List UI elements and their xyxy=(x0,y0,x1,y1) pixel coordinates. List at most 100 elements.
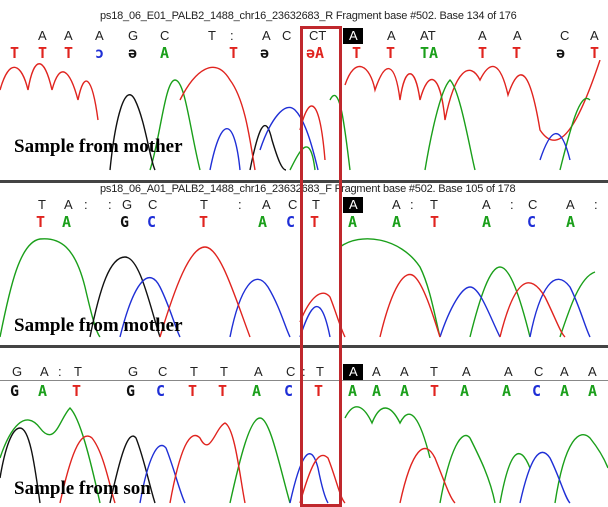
base-call: C xyxy=(532,382,542,400)
reference-sequence-row: T A : : G C T : A C T A A : T A : C A : xyxy=(0,197,608,213)
base-call: C xyxy=(284,382,294,400)
base-call: A xyxy=(348,213,358,231)
base-call: ə xyxy=(556,44,566,62)
base-call: T xyxy=(430,213,440,231)
trace-T-peak xyxy=(179,66,256,171)
reference-sequence-row: G A : T G C T T A C : T A A A T A A C A … xyxy=(0,364,608,380)
reference-sequence-row: A A A G C T : A C CT A A AT A A C A xyxy=(0,28,608,44)
seq-base: T xyxy=(200,197,208,212)
seq-base: T xyxy=(220,364,228,379)
panel-divider xyxy=(0,345,608,348)
seq-base: : xyxy=(230,28,234,43)
base-call-row: T T T ɔ ə A T ə əA T T TA T T ə T xyxy=(0,44,608,62)
chromatogram-trace xyxy=(0,60,601,171)
base-call: A xyxy=(62,213,72,231)
trace-A xyxy=(0,406,608,504)
base-call: T xyxy=(310,213,320,231)
base-call: A xyxy=(400,382,410,400)
seq-base: : xyxy=(510,197,514,212)
seq-base: T xyxy=(190,364,198,379)
seq-base: A xyxy=(478,28,487,43)
base-call: A xyxy=(258,213,268,231)
base-call: A xyxy=(160,44,170,62)
base-call: C xyxy=(286,213,296,231)
seq-base: : xyxy=(108,197,112,212)
seq-base: T xyxy=(430,197,438,212)
base-call: T xyxy=(10,44,20,62)
base-call: C xyxy=(527,213,537,231)
seq-base: C xyxy=(534,364,544,379)
seq-base: T xyxy=(74,364,82,379)
sample-label: Sample from mother xyxy=(14,315,183,336)
seq-base: T xyxy=(38,197,46,212)
seq-base: : xyxy=(410,197,414,212)
base-call: T xyxy=(229,44,239,62)
seq-base: A xyxy=(400,364,409,379)
seq-base: : xyxy=(84,197,88,212)
base-call: C xyxy=(156,382,166,400)
seq-base: A xyxy=(513,28,522,43)
seq-base: A xyxy=(566,197,575,212)
seq-base: C xyxy=(148,197,158,212)
base-call: ə xyxy=(260,44,270,62)
base-call-row: T A G C T A C T A A T A C A xyxy=(0,213,608,231)
base-call: A xyxy=(348,382,358,400)
trace-C xyxy=(139,445,571,504)
seq-base: G xyxy=(128,28,139,43)
seq-base: C xyxy=(288,197,298,212)
trace-G xyxy=(0,427,156,504)
seq-base: G xyxy=(122,197,133,212)
base-call: A xyxy=(460,382,470,400)
chromatogram-panel-2: ps18_06_A01_PALB2_1488_chr16_23632683_F … xyxy=(0,183,608,345)
seq-base: C xyxy=(160,28,170,43)
chromatogram-panel-3: G A : T G C T T A C : T A A A T A A C A … xyxy=(0,348,608,507)
seq-base: : xyxy=(238,197,242,212)
chromatogram-panel-1: ps18_06_E01_PALB2_1488_chr16_23632683_R … xyxy=(0,0,608,182)
seq-base: A xyxy=(482,197,491,212)
seq-base: A xyxy=(38,28,47,43)
current-base-marker xyxy=(343,364,363,380)
seq-base-highlighted: A xyxy=(349,28,358,43)
base-call: ə xyxy=(128,44,138,62)
base-call: T xyxy=(36,213,46,231)
seq-base: C xyxy=(282,28,292,43)
seq-base: AT xyxy=(420,28,436,43)
seq-base: A xyxy=(254,364,263,379)
seq-base: C xyxy=(158,364,168,379)
base-call: G xyxy=(126,382,136,400)
seq-base: : xyxy=(58,364,62,379)
chromatogram-trace xyxy=(0,406,608,504)
seq-base: T xyxy=(430,364,438,379)
chromatogram-trace xyxy=(0,238,596,338)
base-call: G xyxy=(120,213,130,231)
trace-G xyxy=(109,94,287,171)
base-call: ɔ xyxy=(95,44,105,62)
trace-header: ps18_06_A01_PALB2_1488_chr16_23632683_F … xyxy=(0,183,608,197)
current-base-marker xyxy=(343,28,363,44)
seq-base: G xyxy=(12,364,23,379)
seq-base: : xyxy=(302,364,306,379)
seq-base: A xyxy=(262,28,271,43)
trace-header-text: ps18_06_E01_PALB2_1488_chr16_23632683_R … xyxy=(100,10,517,22)
seq-base: T xyxy=(208,28,216,43)
base-call-mixed: əA xyxy=(306,44,325,62)
seq-base: A xyxy=(95,28,104,43)
base-call: T xyxy=(430,382,440,400)
seq-base: A xyxy=(40,364,49,379)
base-call: A xyxy=(372,382,382,400)
base-call: TA xyxy=(420,44,439,62)
seq-base: A xyxy=(262,197,271,212)
seq-base-highlighted: A xyxy=(349,364,358,379)
seq-base-highlighted: A xyxy=(349,197,358,212)
seq-base: T xyxy=(312,197,320,212)
base-call: A xyxy=(392,213,402,231)
trace-A xyxy=(149,79,591,171)
seq-base: T xyxy=(316,364,324,379)
base-call: A xyxy=(560,382,570,400)
sequence-underline xyxy=(0,380,608,381)
base-call: T xyxy=(590,44,600,62)
base-call: T xyxy=(188,382,198,400)
seq-base: A xyxy=(588,364,597,379)
trace-C xyxy=(119,277,591,338)
seq-base: A xyxy=(504,364,513,379)
